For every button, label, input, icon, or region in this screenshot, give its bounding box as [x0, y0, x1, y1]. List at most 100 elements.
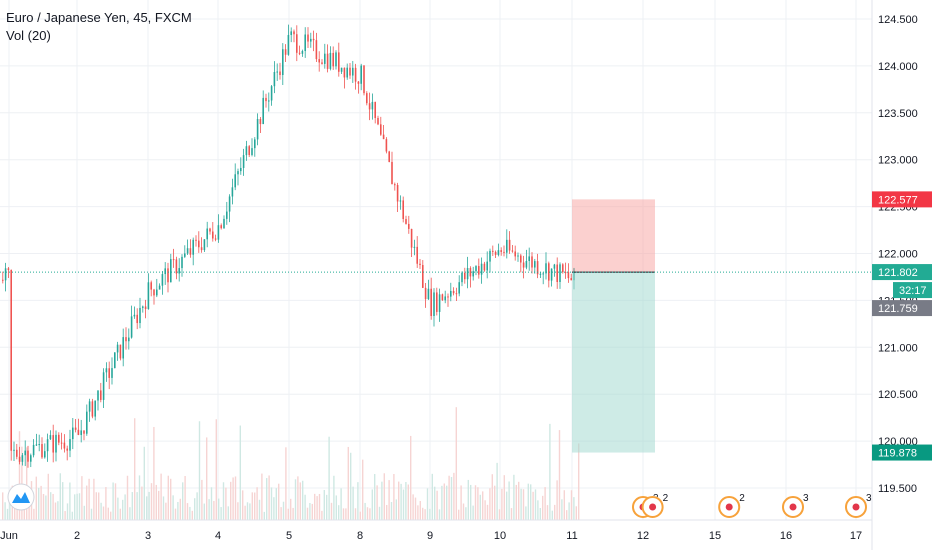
volume-bar: [100, 502, 102, 520]
price-label-badge: [893, 282, 932, 299]
candle-body: [480, 263, 483, 275]
candle-body: [556, 264, 558, 283]
candle-body: [44, 451, 46, 458]
volume-bar: [467, 479, 469, 520]
volume-bar: [184, 475, 186, 520]
candle-body: [16, 449, 18, 457]
candle-body: [21, 455, 24, 462]
volume-bar: [208, 499, 210, 520]
candle-body: [251, 148, 253, 155]
event-marker-dot: [852, 503, 860, 511]
volume-bar: [143, 446, 145, 520]
volume-bar: [254, 492, 256, 520]
volume-bar: [210, 487, 213, 520]
candle-body: [10, 270, 12, 451]
volume-bar: [503, 475, 505, 520]
volume-bar: [494, 485, 496, 520]
price-label-text: 119.878: [878, 448, 917, 460]
volume-bar: [182, 482, 184, 520]
candle-body: [136, 314, 138, 324]
stop-loss-zone: [572, 199, 655, 273]
volume-bar: [186, 503, 189, 520]
candle-body: [382, 134, 385, 140]
volume-bar: [275, 488, 277, 520]
volume-bar: [256, 487, 258, 520]
candle-body: [466, 268, 469, 280]
candles: [2, 24, 575, 468]
volume-bar: [258, 499, 261, 520]
volume-bar: [482, 491, 484, 520]
candle-body: [133, 314, 136, 317]
volume-bar: [347, 446, 349, 520]
volume-bar: [515, 484, 517, 520]
candle-body: [248, 146, 250, 155]
candle-body: [237, 171, 239, 175]
candle-body: [562, 264, 564, 273]
volume-bar: [304, 494, 306, 520]
volume-bar: [105, 487, 107, 520]
volume-bar: [191, 510, 193, 520]
event-marker-dot: [649, 503, 657, 511]
volume-bar: [338, 505, 340, 520]
volume-bar: [328, 436, 330, 520]
volume-bar: [189, 506, 191, 520]
candle-body: [452, 290, 455, 294]
candle-body: [528, 256, 530, 261]
candle-body: [511, 250, 514, 252]
volume-bar: [419, 500, 421, 520]
candle-body: [254, 139, 256, 149]
candle-body: [374, 101, 376, 118]
candle-body: [399, 200, 402, 202]
candle-body: [298, 52, 301, 54]
volume-bar: [333, 475, 335, 520]
volume-bar: [114, 483, 117, 520]
volume-bar: [93, 478, 95, 520]
candle-body: [380, 124, 382, 135]
candle-body: [242, 155, 245, 168]
event-marker-dot: [789, 503, 797, 511]
candle-body: [186, 248, 189, 254]
volume-bar: [230, 481, 232, 520]
volume-bar: [491, 474, 493, 520]
volume-bar: [414, 497, 417, 520]
volume-bar: [342, 508, 345, 520]
volume-bar: [424, 509, 426, 520]
candle-body: [542, 273, 544, 275]
volume-bar: [318, 493, 321, 520]
volume-bar: [95, 492, 97, 520]
volume-bar: [251, 492, 253, 520]
volume-bar: [527, 483, 529, 520]
volume-bar: [138, 475, 141, 520]
candle-body: [203, 239, 206, 251]
candle-body: [332, 52, 334, 67]
volume-bar: [340, 488, 342, 520]
volume-bar: [33, 508, 35, 520]
candle-body: [144, 306, 147, 310]
candle-body: [312, 38, 315, 41]
candle-body: [360, 65, 362, 84]
y-tick-label: 120.500: [878, 389, 918, 401]
candle-body: [290, 31, 292, 35]
volume-bar: [330, 502, 333, 520]
candle-body: [408, 223, 410, 229]
volume-bar: [398, 481, 400, 520]
volume-bar: [83, 505, 85, 520]
volume-bar: [460, 485, 462, 520]
candle-body: [450, 290, 452, 297]
volume-bar: [501, 488, 503, 520]
symbol-title[interactable]: Euro / Japanese Yen, 45, FXCM: [6, 10, 192, 25]
candle-body: [282, 49, 284, 76]
candle-body: [438, 294, 441, 312]
volume-bar: [575, 506, 577, 520]
volume-bar: [290, 498, 292, 520]
candle-body: [279, 71, 281, 76]
volume-bar: [573, 497, 575, 520]
volume-bar: [62, 482, 64, 520]
candle-body: [354, 67, 357, 82]
volume-indicator-label[interactable]: Vol (20): [6, 28, 51, 43]
x-tick-label: 11: [566, 530, 577, 542]
candle-body: [550, 268, 553, 281]
candle-body: [492, 250, 494, 252]
